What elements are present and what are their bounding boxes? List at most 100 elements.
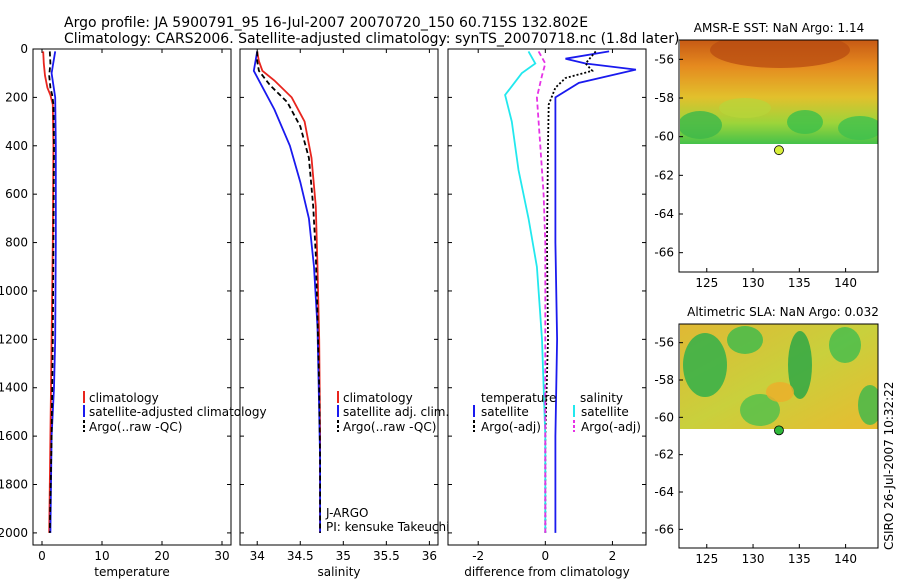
y-tick-label: 1000 bbox=[0, 284, 28, 298]
temperature-axes bbox=[32, 48, 232, 546]
y-tick-label: 0 bbox=[20, 42, 28, 56]
y-tick-label: 2000 bbox=[0, 526, 28, 540]
map-y-tick-label: -56 bbox=[654, 52, 674, 66]
series-line-argo-raw-qc bbox=[256, 51, 321, 533]
sla-low-patch bbox=[858, 385, 878, 425]
legend-salinity-header: salinity bbox=[580, 391, 623, 405]
map-x-tick-label: 130 bbox=[742, 276, 765, 290]
map-y-tick-label: -58 bbox=[654, 373, 674, 387]
sla-heatmap bbox=[680, 324, 878, 429]
map-x-tick-label: 135 bbox=[788, 276, 811, 290]
y-tick-label: 1200 bbox=[0, 332, 28, 346]
legend-sal-argo-label: Argo(-adj) bbox=[581, 420, 641, 434]
x-tick-label: 34 bbox=[250, 549, 265, 563]
legend-satellite-label: satellite adj. clim. bbox=[343, 405, 449, 419]
sla-low-patch bbox=[683, 333, 727, 397]
y-tick-label: 200 bbox=[5, 90, 28, 104]
legend-temp-satellite-label: satellite bbox=[481, 405, 529, 419]
map-y-tick-label: -62 bbox=[654, 168, 674, 182]
legend-satellite-label: satellite-adjusted climatology bbox=[89, 405, 267, 419]
y-tick-label: 1600 bbox=[0, 429, 28, 443]
series-line-salinity-argo-adj bbox=[535, 50, 547, 533]
series-line-climatology bbox=[256, 51, 321, 533]
sst-cool-patch bbox=[787, 110, 823, 134]
timestamp-stamp: CSIRO 26-Jul-2007 10:32:22 bbox=[882, 382, 896, 550]
sst-map-title: AMSR-E SST: NaN Argo: 1.14 bbox=[694, 21, 864, 35]
annotation-program: J-ARGO bbox=[325, 506, 368, 520]
temperature-chart: 0 200 400 600 800 1000 1200 1400 1600 1800 2000 0 10… bbox=[0, 42, 231, 579]
legend-climatology-label: climatology bbox=[343, 391, 413, 405]
series-line-salinity-satellite bbox=[504, 50, 547, 533]
map-x-tick-label: 140 bbox=[834, 552, 857, 566]
difference-legend: temperature salinity satellite Argo(-adj… bbox=[473, 391, 641, 434]
x-tick-label: 20 bbox=[154, 549, 169, 563]
y-tick-label: 1400 bbox=[0, 381, 28, 395]
sla-axis-ticks: -56 -58 -60 -62 -64 -66 125 130 135 140 bbox=[654, 336, 857, 566]
x-tick-label: 2 bbox=[609, 549, 617, 563]
series-line-temperature-argo-adj bbox=[544, 50, 597, 533]
difference-axes bbox=[447, 48, 647, 546]
salinity-legend: climatology satellite adj. clim. Argo(..… bbox=[325, 391, 449, 534]
sst-cool-patch bbox=[838, 116, 878, 140]
sla-low-patch bbox=[740, 394, 780, 426]
map-y-tick-label: -64 bbox=[654, 485, 674, 499]
x-tick-label: 35.5 bbox=[373, 549, 400, 563]
sst-map-axes bbox=[678, 39, 879, 273]
y-tick-label: 800 bbox=[5, 236, 28, 250]
map-x-tick-label: 130 bbox=[742, 552, 765, 566]
sla-high-patch bbox=[766, 382, 794, 402]
y-tick-label: 1800 bbox=[0, 478, 28, 492]
map-y-tick-label: -62 bbox=[654, 448, 674, 462]
sst-warm-core bbox=[710, 40, 850, 68]
legend-argo-label: Argo(..raw -QC) bbox=[89, 420, 182, 434]
x-tick-label: 34.5 bbox=[287, 549, 314, 563]
sst-axis-ticks: -56 -58 -60 -62 -64 -66 125 130 135 140 bbox=[654, 52, 857, 290]
series-line-temperature-satellite bbox=[554, 50, 637, 533]
series-line-satellite-adjusted-climatology bbox=[49, 51, 57, 533]
sla-low-patch bbox=[727, 326, 763, 354]
sst-mid-patch bbox=[719, 98, 771, 118]
sla-float-marker bbox=[774, 425, 784, 436]
x-tick-label: 30 bbox=[214, 549, 229, 563]
x-tick-label: 0 bbox=[542, 549, 550, 563]
x-axis-label: difference from climatology bbox=[464, 565, 630, 579]
difference-chart: -2 0 2 difference from climatology bbox=[448, 48, 646, 579]
x-tick-label: 36 bbox=[422, 549, 437, 563]
sla-map-title: Altimetric SLA: NaN Argo: 0.032 bbox=[687, 305, 879, 319]
sla-low-patch bbox=[829, 327, 861, 363]
header-line-2: Climatology: CARS2006. Satellite-adjuste… bbox=[64, 31, 679, 47]
legend-argo-label: Argo(..raw -QC) bbox=[343, 420, 436, 434]
sst-heatmap bbox=[680, 40, 878, 144]
map-x-tick-label: 135 bbox=[788, 552, 811, 566]
map-y-tick-label: -60 bbox=[654, 410, 674, 424]
legend-temperature-header: temperature bbox=[481, 391, 556, 405]
legend-climatology-label: climatology bbox=[89, 391, 159, 405]
temperature-legend: climatology satellite-adjusted climatolo… bbox=[83, 391, 267, 434]
series-line-argo-raw-qc bbox=[48, 51, 55, 533]
sst-float-marker bbox=[774, 145, 784, 156]
map-x-tick-label: 125 bbox=[695, 552, 718, 566]
y-tick-label: 600 bbox=[5, 187, 28, 201]
sla-low-patch bbox=[788, 331, 812, 399]
x-tick-label: 35 bbox=[336, 549, 351, 563]
map-y-tick-label: -60 bbox=[654, 130, 674, 144]
map-x-tick-label: 125 bbox=[695, 276, 718, 290]
map-x-tick-label: 140 bbox=[834, 276, 857, 290]
map-y-tick-label: -64 bbox=[654, 207, 674, 221]
x-axis-label: salinity bbox=[317, 565, 360, 579]
x-tick-label: 0 bbox=[38, 549, 46, 563]
y-tick-label: 400 bbox=[5, 139, 28, 153]
annotation-pi: PI: kensuke Takeuchi bbox=[326, 520, 449, 534]
sla-map-axes bbox=[678, 323, 879, 549]
x-tick-label: -2 bbox=[472, 549, 484, 563]
header-line-1: Argo profile: JA 5900791_95 16-Jul-2007 … bbox=[64, 15, 588, 31]
map-y-tick-label: -66 bbox=[654, 246, 674, 260]
map-y-tick-label: -66 bbox=[654, 522, 674, 536]
salinity-axes bbox=[239, 48, 439, 546]
salinity-chart: 34 34.5 35 35.5 36 salinity bbox=[240, 48, 438, 579]
series-line-satellite-adj-clim bbox=[252, 51, 321, 533]
sst-cool-patch bbox=[680, 111, 722, 139]
legend-temp-argo-label: Argo(-adj) bbox=[481, 420, 541, 434]
x-axis-label: temperature bbox=[94, 565, 169, 579]
